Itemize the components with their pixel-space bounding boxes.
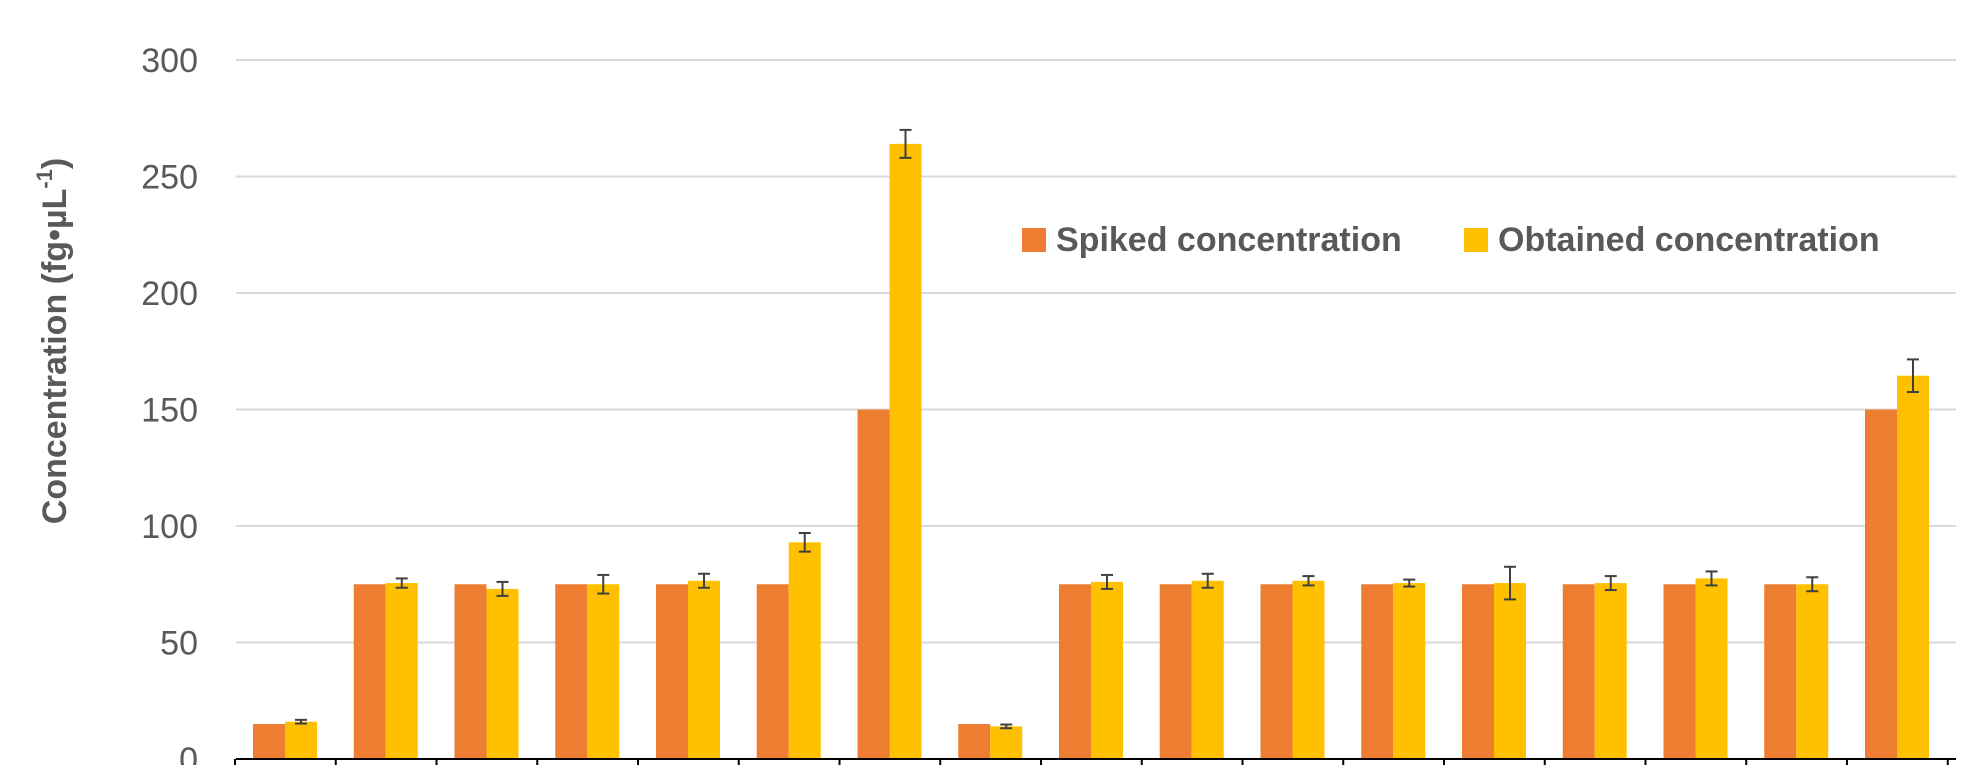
obtained-bar-3	[486, 588, 519, 759]
obtained-bar-11	[1292, 580, 1325, 759]
obtained-bar-8	[990, 726, 1023, 759]
obtained-bar-4	[587, 584, 620, 759]
spiked-bar-5	[656, 584, 688, 759]
obtained-bar-17	[1897, 375, 1929, 759]
y-axis-label-text: Concentration (fg•µL-1)	[32, 158, 74, 524]
y-axis-label-suffix: )	[36, 158, 74, 169]
legend-swatch-obtained	[1464, 228, 1488, 252]
obtained-bar-15	[1695, 578, 1728, 759]
gridlines	[236, 59, 1956, 644]
spiked-bar-12	[1361, 584, 1394, 759]
obtained-bar-14	[1594, 583, 1627, 759]
spiked-bar-16	[1764, 584, 1797, 759]
obtained-bar-5	[688, 580, 720, 759]
obtained-bar-10	[1191, 580, 1224, 759]
y-tick-label-200: 200	[141, 275, 198, 313]
y-tick-label-250: 250	[141, 159, 198, 197]
obtained-bar-16	[1796, 584, 1829, 759]
obtained-bar-13	[1494, 583, 1526, 759]
obtained-bar-1	[285, 721, 317, 759]
legend-label-obtained: Obtained concentration	[1498, 221, 1880, 259]
bars	[253, 143, 1929, 759]
y-tick-label-50: 50	[160, 625, 198, 663]
spiked-bar-11	[1260, 584, 1293, 759]
spiked-bar-8	[958, 724, 991, 759]
spiked-bar-1	[253, 724, 285, 759]
y-tick-label-0: 0	[179, 741, 198, 765]
spiked-bar-9	[1059, 584, 1091, 759]
legend-label-spiked: Spiked concentration	[1056, 221, 1402, 259]
spiked-bar-17	[1865, 409, 1897, 759]
y-axis-label: Concentration (fg•µL-1)	[32, 158, 74, 524]
spiked-bar-3	[454, 584, 487, 759]
obtained-bar-2	[385, 583, 418, 759]
spiked-bar-7	[857, 409, 890, 759]
obtained-bar-12	[1393, 583, 1426, 759]
error-bars	[295, 128, 1919, 730]
y-tick-label-300: 300	[141, 42, 198, 80]
y-axis-label-main: Concentration (fg•µL	[36, 189, 74, 525]
obtained-bar-7	[889, 143, 922, 759]
y-tick-label-100: 100	[141, 508, 198, 546]
spiked-bar-2	[353, 584, 386, 759]
obtained-bar-9	[1091, 581, 1123, 759]
spiked-bar-6	[756, 584, 789, 759]
x-axis	[234, 758, 1956, 767]
y-axis-label-superscript: -1	[32, 169, 57, 189]
legend: Spiked concentration Obtained concentrat…	[1022, 221, 1880, 259]
spiked-bar-4	[555, 584, 588, 759]
spiked-bar-15	[1663, 584, 1696, 759]
spiked-bar-13	[1462, 584, 1494, 759]
y-tick-labels: 0 50 100 150 200 250 300	[141, 42, 198, 770]
obtained-bar-6	[788, 542, 821, 759]
spiked-bar-14	[1562, 584, 1595, 759]
legend-swatch-spiked	[1022, 228, 1046, 252]
y-tick-label-150: 150	[141, 392, 198, 430]
spiked-bar-10	[1159, 584, 1192, 759]
